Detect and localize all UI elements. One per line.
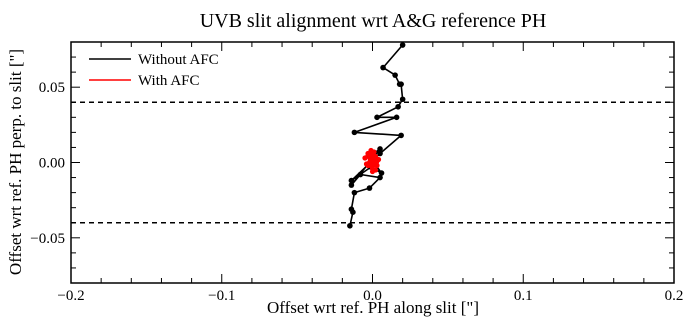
x-axis-label: Offset wrt ref. PH along slit ["] bbox=[267, 298, 479, 317]
data-point-0-11 bbox=[377, 150, 383, 157]
data-point-0-9 bbox=[351, 129, 358, 136]
data-point-0-23 bbox=[350, 209, 356, 216]
data-point-0-24 bbox=[347, 222, 353, 229]
data-point-1-0 bbox=[362, 155, 368, 161]
data-point-0-4 bbox=[398, 81, 404, 87]
data-point-0-20 bbox=[366, 185, 373, 191]
data-point-1-13 bbox=[371, 149, 377, 155]
data-point-0-7 bbox=[374, 114, 380, 121]
plot-frame bbox=[70, 41, 675, 284]
data-point-0-16 bbox=[377, 146, 383, 152]
y-tick-label: 0.00 bbox=[39, 156, 65, 172]
data-point-0-8 bbox=[393, 114, 400, 121]
data-point-0-14 bbox=[378, 170, 385, 176]
data-point-1-14 bbox=[369, 168, 376, 175]
data-point-0-18 bbox=[357, 171, 364, 178]
data-point-0-10 bbox=[398, 132, 404, 139]
legend-label-without-afc: Without AFC bbox=[138, 52, 219, 68]
y-tick-label: 0.05 bbox=[39, 80, 65, 96]
data-point-1-15 bbox=[366, 152, 373, 158]
x-tick-label: 0.0 bbox=[363, 288, 382, 304]
x-tick-label: 0.2 bbox=[665, 288, 684, 304]
chart-title: UVB slit alignment wrt A&G reference PH bbox=[200, 10, 547, 32]
data-point-0-17 bbox=[348, 182, 355, 188]
data-point-0-2 bbox=[392, 72, 398, 78]
data-point-0-5 bbox=[399, 96, 406, 103]
y-axis-label: Offset wrt ref. PH perp. to slit ["] bbox=[6, 49, 25, 275]
x-tick-label: 0.1 bbox=[514, 288, 533, 304]
data-point-0-6 bbox=[395, 103, 401, 110]
y-tick-label: −0.05 bbox=[30, 231, 65, 247]
data-point-0-21 bbox=[351, 189, 358, 196]
data-point-0-1 bbox=[380, 64, 386, 71]
data-point-1-17 bbox=[363, 161, 370, 167]
legend: Without AFC With AFC bbox=[89, 52, 219, 89]
data-point-0-0 bbox=[399, 42, 406, 48]
series-line-0 bbox=[349, 44, 404, 226]
x-tick-label: −0.1 bbox=[208, 288, 235, 304]
data-point-1-19 bbox=[372, 156, 379, 163]
x-tick-label: −0.2 bbox=[57, 288, 84, 304]
data-point-0-19 bbox=[377, 174, 383, 181]
legend-label-with-afc: With AFC bbox=[138, 73, 200, 89]
data-point-0-12 bbox=[348, 177, 355, 184]
